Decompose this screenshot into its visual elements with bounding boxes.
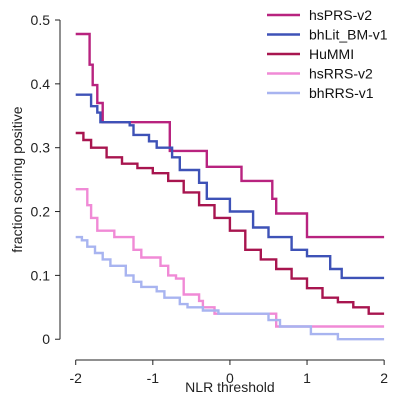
series-line-bhlit-bm-v1 [75, 93, 385, 280]
legend-label-hummi: HuMMI [309, 46, 354, 62]
legend-label-hsrrs-v2: hsRRS-v2 [309, 66, 373, 82]
series-line-hummi [75, 131, 385, 315]
y-tick-label: 0 [42, 331, 50, 347]
x-axis-label: NLR threshold [185, 379, 275, 395]
x-tick-label: 0 [226, 370, 234, 386]
y-tick-label: 0.3 [31, 140, 51, 156]
y-tick-label: 0.2 [31, 204, 51, 220]
y-tick-label: 0.5 [31, 12, 51, 28]
x-tick-label: -2 [69, 370, 82, 386]
y-tick-label: 0.1 [31, 267, 51, 283]
axes: -2 -1 0 1 2 0 0.1 0.2 0.3 0.4 0.5 [31, 12, 389, 386]
legend-label-bhlit-bm-v1: bhLit_BM-v1 [309, 27, 388, 43]
x-tick-label: 1 [303, 370, 311, 386]
legend-label-bhrrs-v1: bhRRS-v1 [309, 85, 374, 101]
legend: hsPRS-v2 bhLit_BM-v1 HuMMI hsRRS-v2 bhRRS-v1 [267, 7, 388, 101]
series-lines [75, 32, 385, 341]
y-axis-label: fraction scoring positive [9, 106, 25, 253]
series-line-bhrrs-v1 [75, 235, 385, 341]
series-line-hsprs-v2 [75, 32, 385, 239]
x-tick-label: 2 [380, 370, 388, 386]
y-tick-label: 0.4 [31, 76, 51, 92]
x-tick-label: -1 [147, 370, 160, 386]
legend-label-hsprs-v2: hsPRS-v2 [309, 7, 372, 23]
